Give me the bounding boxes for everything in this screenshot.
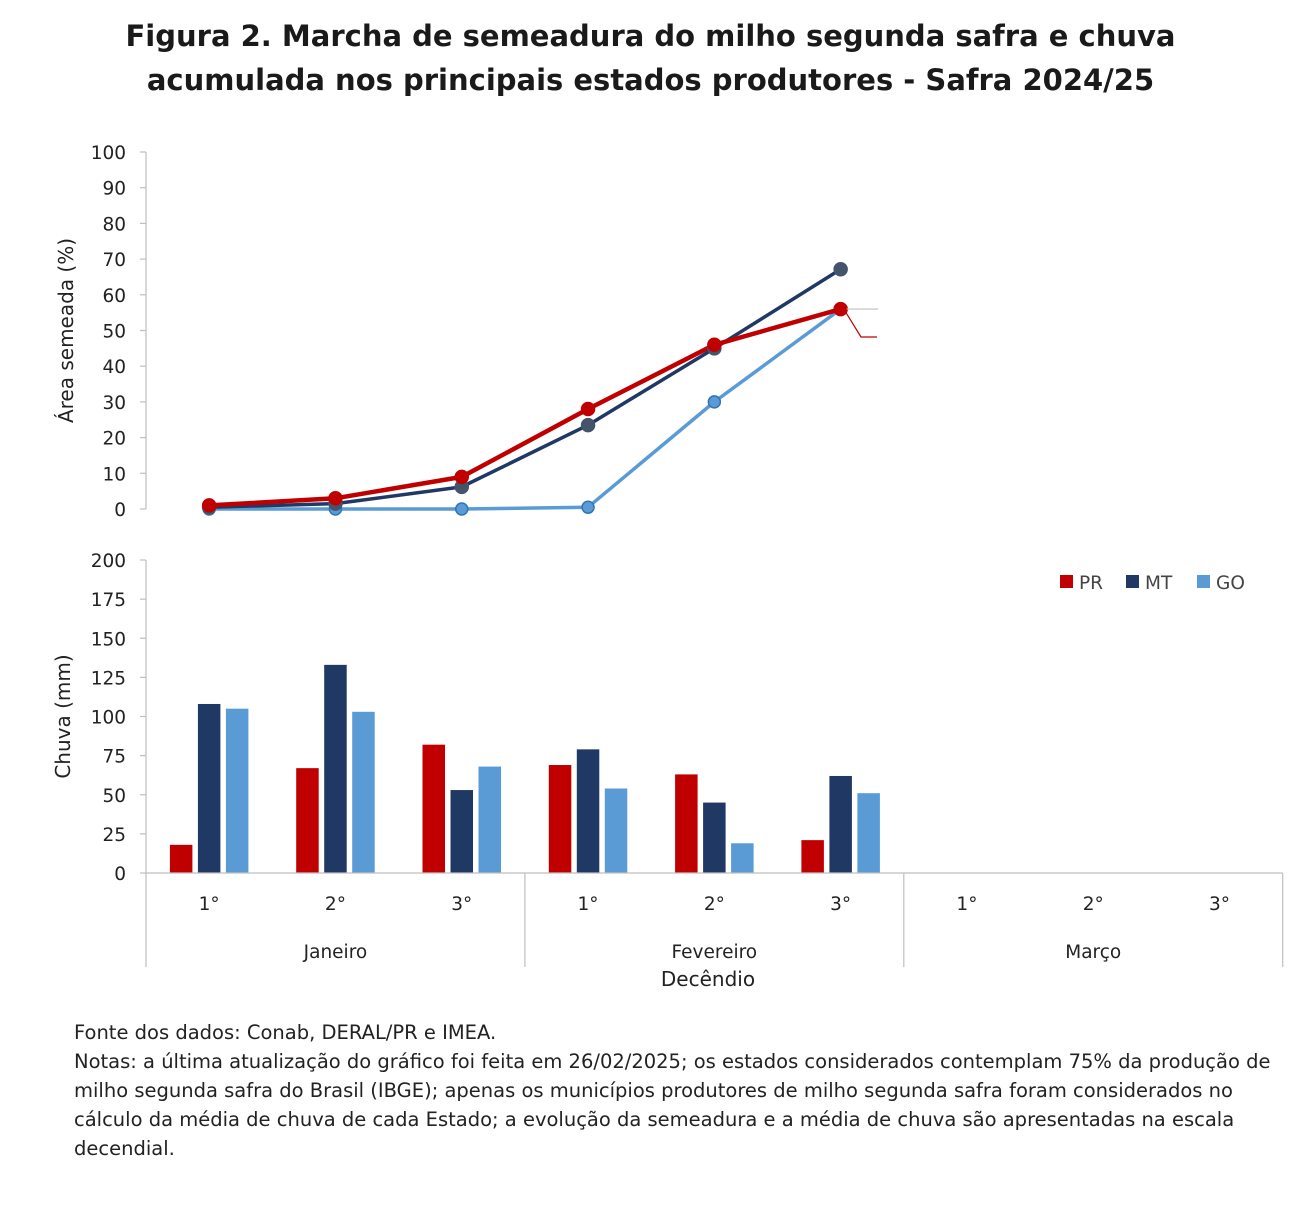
- bar-mt: [324, 664, 347, 873]
- title-line-2: acumulada nos principais estados produto…: [146, 63, 1155, 97]
- line-y-axis-title: Área semeada (%): [54, 238, 78, 423]
- bar-y-tick-label: 125: [91, 668, 126, 689]
- line-y-tick-label: 50: [102, 322, 126, 343]
- point-go: [581, 500, 595, 514]
- point-pr: [707, 337, 722, 353]
- month-label: Março: [1065, 942, 1121, 963]
- bar-mt: [703, 802, 726, 873]
- bar-y-tick-label: 150: [91, 629, 126, 650]
- x-tick-label: 1°: [199, 894, 220, 915]
- line-y-tick-label: 30: [102, 393, 126, 414]
- bar-mt: [829, 775, 852, 873]
- bar-y-tick-label: 100: [91, 708, 126, 729]
- bar-pr: [801, 840, 824, 873]
- point-pr: [580, 401, 596, 417]
- x-tick-label: 3°: [451, 894, 472, 915]
- line-series-pr: [209, 306, 842, 508]
- notes-text: Notas: a última atualização do gráfico f…: [74, 1050, 1271, 1160]
- line-y-tick-label: 40: [102, 357, 126, 378]
- bar-mt: [576, 749, 600, 873]
- x-tick-label: 2°: [325, 894, 346, 915]
- line-y-tick-label: 20: [102, 429, 126, 450]
- x-tick-label: 3°: [830, 894, 851, 915]
- bar-y-tick-label: 75: [102, 747, 126, 768]
- notes-block: Fonte dos dados: Conab, DERAL/PR e IMEA.…: [74, 1018, 1274, 1163]
- point-mt: [833, 262, 848, 277]
- legend-swatch-mt: [1126, 575, 1139, 588]
- bar-y-axis-title: Chuva (mm): [51, 654, 75, 778]
- month-label: Janeiro: [303, 942, 368, 963]
- bar-y-tick-label: 175: [91, 590, 126, 611]
- bar-mt: [450, 790, 473, 873]
- x-tick-label: 3°: [1209, 894, 1230, 915]
- legend-swatch-go: [1197, 575, 1210, 588]
- source-text: Fonte dos dados: Conab, DERAL/PR e IMEA.: [74, 1021, 497, 1044]
- x-tick-label: 2°: [704, 894, 725, 915]
- chart-title: Figura 2. Marcha de semeadura do milho s…: [0, 14, 1301, 102]
- bar-y-tick-label: 200: [91, 551, 126, 572]
- line-y-tick-label: 90: [102, 179, 126, 200]
- point-pr: [833, 301, 848, 317]
- bar-go: [352, 711, 375, 873]
- bar-y-tick-label: 0: [114, 864, 126, 885]
- title-line-1: Figura 2. Marcha de semeadura do milho s…: [125, 19, 1176, 53]
- point-pr: [454, 469, 469, 485]
- line-y-tick-label: 10: [102, 464, 126, 485]
- line-y-tick-label: 100: [91, 143, 126, 164]
- bar-go: [225, 708, 249, 873]
- bar-go: [857, 793, 880, 873]
- point-go: [707, 395, 722, 409]
- bar-go: [604, 788, 628, 873]
- x-tick-label: 1°: [578, 894, 599, 915]
- legend-label-pr: PR: [1079, 573, 1103, 594]
- point-mt: [580, 417, 596, 433]
- month-label: Fevereiro: [672, 942, 758, 963]
- bar-mt: [197, 703, 221, 873]
- legend-swatch-pr: [1060, 575, 1073, 588]
- legend-label-go: GO: [1216, 573, 1245, 594]
- bar-pr: [422, 744, 445, 873]
- point-pr: [201, 498, 217, 513]
- point-pr: [328, 491, 343, 506]
- bar-pr: [675, 774, 698, 873]
- line-y-tick-label: 70: [102, 250, 126, 271]
- chart-area: 0 10 20 30 40 50 60 70 80 90 100 Área semeada (%) 0 2…: [51, 143, 1284, 991]
- line-y-tick-label: 0: [114, 500, 126, 521]
- line-y-tick-label: 80: [102, 214, 126, 235]
- bar-y-tick-label: 50: [102, 786, 126, 807]
- bar-go: [731, 843, 754, 873]
- bar-y-tick-label: 25: [102, 825, 126, 846]
- line-series-mt: [209, 267, 842, 509]
- line-y-tick-label: 60: [102, 286, 126, 307]
- bar-pr: [296, 768, 319, 873]
- line-series-go: [209, 307, 842, 511]
- bar-go: [478, 766, 501, 873]
- legend-label-mt: MT: [1145, 573, 1173, 594]
- x-tick-label: 2°: [1083, 894, 1104, 915]
- bar-pr: [169, 844, 193, 873]
- bar-pr: [548, 765, 572, 873]
- x-tick-label: 1°: [956, 894, 977, 915]
- point-go: [455, 502, 469, 516]
- x-axis-title: Decêndio: [661, 967, 755, 991]
- leader-line-pr: [845, 311, 877, 338]
